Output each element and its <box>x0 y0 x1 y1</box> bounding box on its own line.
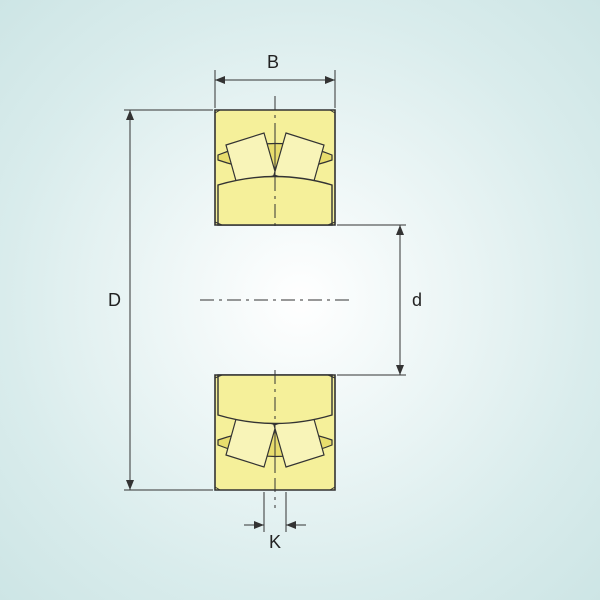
label-d: d <box>412 290 422 311</box>
label-D: D <box>108 290 121 311</box>
bearing-svg <box>0 0 600 600</box>
diagram-stage: B D d K <box>0 0 600 600</box>
label-K: K <box>269 532 281 553</box>
label-B: B <box>267 52 279 73</box>
